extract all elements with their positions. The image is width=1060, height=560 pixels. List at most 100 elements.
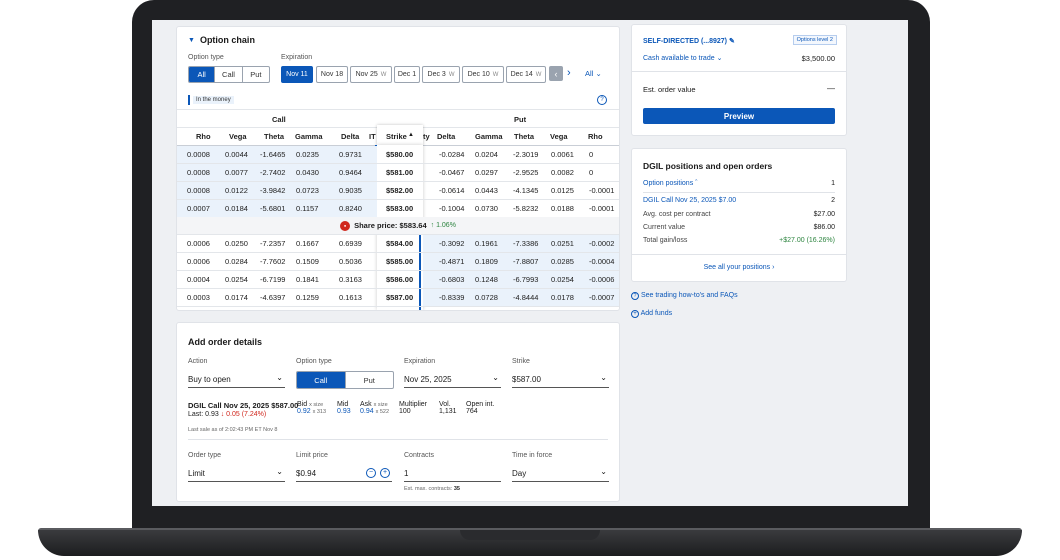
expiration-chip[interactable]: Nov 25 W	[350, 66, 392, 83]
put-cell: -0.0001	[589, 204, 615, 213]
plus-circle-icon[interactable]: +	[380, 468, 390, 478]
put-cell: -0.8339	[439, 293, 465, 302]
put-cell: -0.0006	[589, 275, 615, 284]
limit-price-input[interactable]: $0.94 − +	[296, 465, 392, 482]
call-cell: 0.0174	[225, 293, 248, 302]
table-row[interactable]: 0.0008 0.0077 -2.7402 0.0430 0.9464 $581.00 -0…	[177, 164, 619, 182]
call-cell: 0.6939	[339, 239, 362, 248]
col-put-vega[interactable]: Vega	[550, 132, 568, 141]
strike-header[interactable]: Strike ▲	[377, 125, 423, 145]
col-put-theta[interactable]: Theta	[514, 132, 535, 141]
option-type-call[interactable]: Call	[215, 67, 243, 82]
call-group-header: Call	[272, 115, 286, 124]
put-cell: 0.0443	[475, 186, 498, 195]
option-type-put[interactable]: Put	[250, 70, 262, 79]
expiration-select[interactable]: Nov 25, 2025 ⌄	[404, 371, 501, 388]
last-price: Last: 0.93 ↓ 0.05 (7.24%)	[188, 411, 267, 418]
put-cell: -0.0614	[439, 186, 465, 195]
expiration-chip[interactable]: Dec 1	[394, 66, 420, 83]
options-level-badge: Options level 2	[792, 35, 837, 45]
help-circle-icon: ?	[631, 292, 639, 300]
positions-card: DGIL positions and open orders Option po…	[631, 148, 847, 282]
call-cell: 0.0250	[225, 239, 248, 248]
see-all-positions-link[interactable]: See all your positions ›	[703, 264, 775, 271]
scroll-left-button[interactable]: ‹	[549, 66, 563, 81]
help-icon[interactable]: ?	[597, 95, 607, 105]
account-card: SELF-DIRECTED (...8927) ✎ Options level …	[631, 24, 847, 136]
itm-highlight	[177, 182, 377, 199]
est-order-value: —	[827, 84, 835, 93]
contracts-input[interactable]: 1	[404, 465, 501, 482]
col-put-rho[interactable]: Rho	[588, 132, 603, 141]
expiration-chip[interactable]: Nov 18	[316, 66, 348, 83]
howto-link[interactable]: ? See trading how-to's and FAQs	[631, 292, 738, 300]
chevron-down-icon: ⌄	[716, 55, 723, 62]
share-price-row: ● Share price: $583.64 ↑ 1.06%	[177, 217, 619, 235]
table-row[interactable]: 0.0003 0.0174 -4.6397 0.1259 0.1613 $587.00 -0…	[177, 289, 619, 307]
cash-available-dropdown[interactable]: Cash available to trade ⌄	[643, 55, 723, 62]
minus-circle-icon[interactable]: −	[366, 468, 376, 478]
col-put-delta[interactable]: Delta	[437, 132, 456, 141]
col-vega[interactable]: Vega	[229, 132, 247, 141]
put-cell: -2.3019	[513, 150, 539, 159]
option-positions-toggle[interactable]: Option positions ˆ	[643, 180, 698, 187]
in-the-money-legend: In the money	[188, 95, 234, 105]
call-cell: 0.0007	[187, 204, 210, 213]
option-chain-header[interactable]: ▼ Option chain	[188, 35, 255, 45]
option-type-all[interactable]: All	[189, 67, 216, 82]
call-cell: 0.1613	[339, 293, 362, 302]
put-cell: -6.7993	[513, 275, 539, 284]
table-row[interactable]: 0.0006 0.0250 -7.2357 0.1667 0.6939 $584.00 -0…	[177, 235, 619, 253]
order-type-call[interactable]: Call	[297, 372, 346, 388]
put-cell: 0.0254	[551, 275, 574, 284]
expiration-all-dropdown[interactable]: All ⌄	[585, 69, 602, 78]
table-row[interactable]: 0.0007 0.0184 -5.6801 0.1157 0.8240 $583.00 -0…	[177, 200, 619, 218]
account-link[interactable]: SELF-DIRECTED (...8927) ✎	[643, 38, 735, 45]
put-cell: -5.8232	[513, 204, 539, 213]
table-row[interactable]: 0.0006 0.0284 -7.7602 0.1509 0.5036 $585.00 -0…	[177, 253, 619, 271]
plus-circle-icon: +	[631, 310, 639, 318]
order-option-type-toggle: Call Put	[296, 371, 394, 389]
strike-cell: $580.00	[386, 150, 414, 159]
add-funds-link[interactable]: + Add funds	[631, 310, 672, 318]
col-delta[interactable]: Delta	[341, 132, 360, 141]
put-cell: -7.3386	[513, 239, 539, 248]
call-cell: 0.0723	[296, 186, 319, 195]
strike-cell: $581.00	[386, 168, 414, 177]
table-row[interactable]: 0.0008 0.0044 -1.6465 0.0235 0.9731 $580.00 -0…	[177, 146, 619, 164]
put-cell: -2.9525	[513, 168, 539, 177]
table-row[interactable]: 0.0008 0.0122 -3.9842 0.0723 0.9035 $582.00 -0…	[177, 182, 619, 200]
put-cell: 0.0125	[551, 186, 574, 195]
col-gamma[interactable]: Gamma	[295, 132, 323, 141]
preview-button[interactable]: Preview	[643, 108, 835, 124]
contracts-label: Contracts	[404, 452, 434, 459]
strike-select[interactable]: $587.00 ⌄	[512, 371, 609, 388]
action-select[interactable]: Buy to open ⌄	[188, 371, 285, 388]
pencil-icon: ✎	[728, 38, 735, 45]
table-row[interactable]: 0.0004 0.0254 -6.7199 0.1841 0.3163 $586.00 -0…	[177, 271, 619, 289]
order-type-select[interactable]: Limit ⌄	[188, 465, 285, 482]
put-cell: -4.8444	[513, 293, 539, 302]
call-cell: -7.2357	[260, 239, 286, 248]
expiration-chip[interactable]: Nov 11	[281, 66, 313, 83]
col-put-gamma[interactable]: Gamma	[475, 132, 503, 141]
order-type-label: Order type	[188, 452, 222, 459]
put-cell: -0.3092	[439, 239, 465, 248]
position-link[interactable]: DGIL Call Nov 25, 2025 $7.00	[643, 197, 737, 204]
put-cell: 0.0188	[551, 204, 574, 213]
order-type-put[interactable]: Put	[363, 375, 375, 385]
chevron-right-icon[interactable]: ›	[567, 67, 571, 79]
expiration-chip[interactable]: Dec 14 W	[506, 66, 546, 83]
col-rho[interactable]: Rho	[196, 132, 211, 141]
col-itm[interactable]: IT	[369, 132, 376, 141]
col-theta[interactable]: Theta	[264, 132, 285, 141]
strike-cell: $584.00	[386, 239, 414, 248]
tif-select[interactable]: Day ⌄	[512, 465, 609, 482]
option-type-toggle: All Call Put	[188, 66, 270, 83]
col-put-partial[interactable]: ty	[423, 132, 430, 141]
put-cell: -0.4871	[439, 257, 465, 266]
divider	[632, 71, 846, 72]
put-cell: 0.1809	[475, 257, 498, 266]
expiration-chip[interactable]: Dec 10 W	[462, 66, 504, 83]
